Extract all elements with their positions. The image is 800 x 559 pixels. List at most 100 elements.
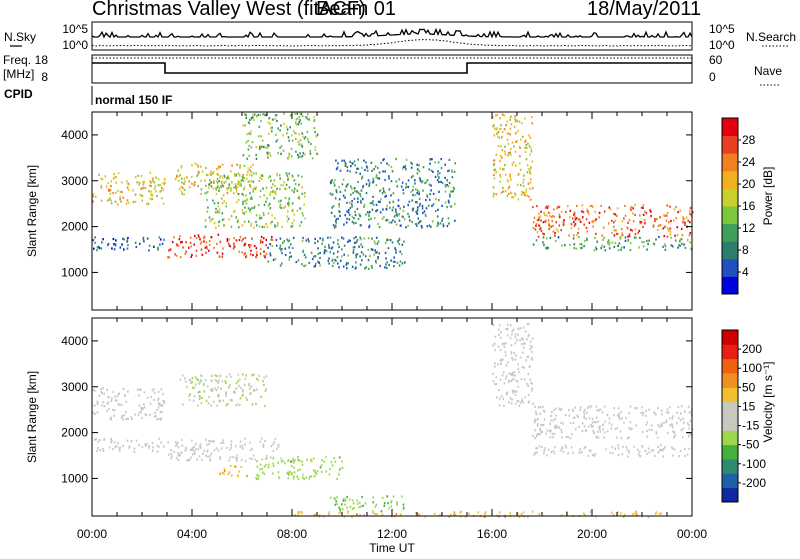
data-cell [539,405,542,408]
data-cell [634,233,637,236]
data-cell [136,181,139,184]
data-cell [243,253,245,256]
data-cell [302,476,304,479]
nsky-left-bottom: 10^0 [62,38,88,52]
data-cell [355,253,357,256]
data-cell [185,380,187,383]
data-cell [592,425,594,428]
data-cell [680,428,683,431]
data-cell [250,224,252,227]
data-cell [235,190,238,193]
data-cell [96,402,99,405]
beam-label: Beam 01 [316,0,396,20]
data-cell [523,191,525,195]
data-cell [349,201,351,204]
data-cell [542,242,545,245]
data-cell [402,188,404,191]
data-cell [529,136,532,139]
data-cell [149,171,152,174]
data-cell [171,455,173,458]
data-cell [279,177,281,180]
data-cell [613,414,615,417]
data-cell [199,238,201,241]
data-cell [399,513,402,516]
data-cell [336,167,338,170]
data-cell [280,145,283,148]
data-cell [97,245,100,248]
data-cell [484,511,487,514]
data-cell [550,419,552,422]
data-cell [271,220,273,223]
data-cell [500,358,503,361]
data-cell [662,455,664,458]
data-cell [621,232,623,235]
data-cell [201,374,203,378]
data-cell [163,238,165,241]
data-cell [595,416,598,419]
data-cell [212,171,215,174]
data-cell [670,236,672,239]
data-cell [574,218,577,221]
data-cell [293,187,296,190]
data-cell [418,197,421,200]
data-cell [494,362,496,365]
data-cell [354,267,357,270]
data-cell [96,401,99,404]
data-cell [175,444,177,447]
data-cell [430,184,432,187]
data-cell [324,249,326,252]
data-cell [629,206,632,210]
data-cell [511,356,513,359]
data-cell [529,170,531,173]
nsky-right-bottom: 10^0 [709,38,735,52]
data-cell [429,193,431,196]
data-cell [611,423,613,426]
data-cell [536,205,538,208]
data-cell [291,139,294,142]
data-cell [405,185,408,188]
data-cell [659,425,661,429]
data-cell [495,114,497,117]
data-cell [259,113,262,116]
data-cell [635,512,638,515]
data-cell [620,436,623,440]
data-cell [103,405,106,408]
data-cell [99,439,101,442]
data-cell [386,218,389,221]
data-cell [418,170,421,173]
data-cell [543,449,546,452]
data-cell [599,425,601,428]
data-cell [441,219,443,222]
data-cell [263,145,265,149]
data-cell [549,429,552,432]
data-cell [344,503,346,506]
data-cell [407,212,409,215]
data-cell [536,219,539,222]
data-cell [657,446,659,449]
data-cell [329,467,331,470]
data-cell [219,400,222,403]
data-cell [364,255,367,258]
data-cell [362,504,364,507]
data-cell [112,191,114,195]
data-cell [416,513,419,517]
data-cell [310,251,313,254]
data-cell [260,135,262,138]
data-cell [300,221,303,224]
data-cell [672,415,674,418]
data-cell [287,240,290,243]
data-cell [546,429,549,432]
data-cell [349,170,351,173]
data-cell [384,191,386,194]
data-cell [190,456,192,459]
data-cell [252,454,255,457]
data-cell [446,179,448,182]
data-cell [505,393,508,396]
data-cell [306,117,309,120]
data-cell [388,188,391,191]
data-cell [253,389,256,392]
data-cell [249,183,251,186]
data-cell [541,445,543,448]
data-cell [299,152,301,155]
data-cell [677,416,680,420]
